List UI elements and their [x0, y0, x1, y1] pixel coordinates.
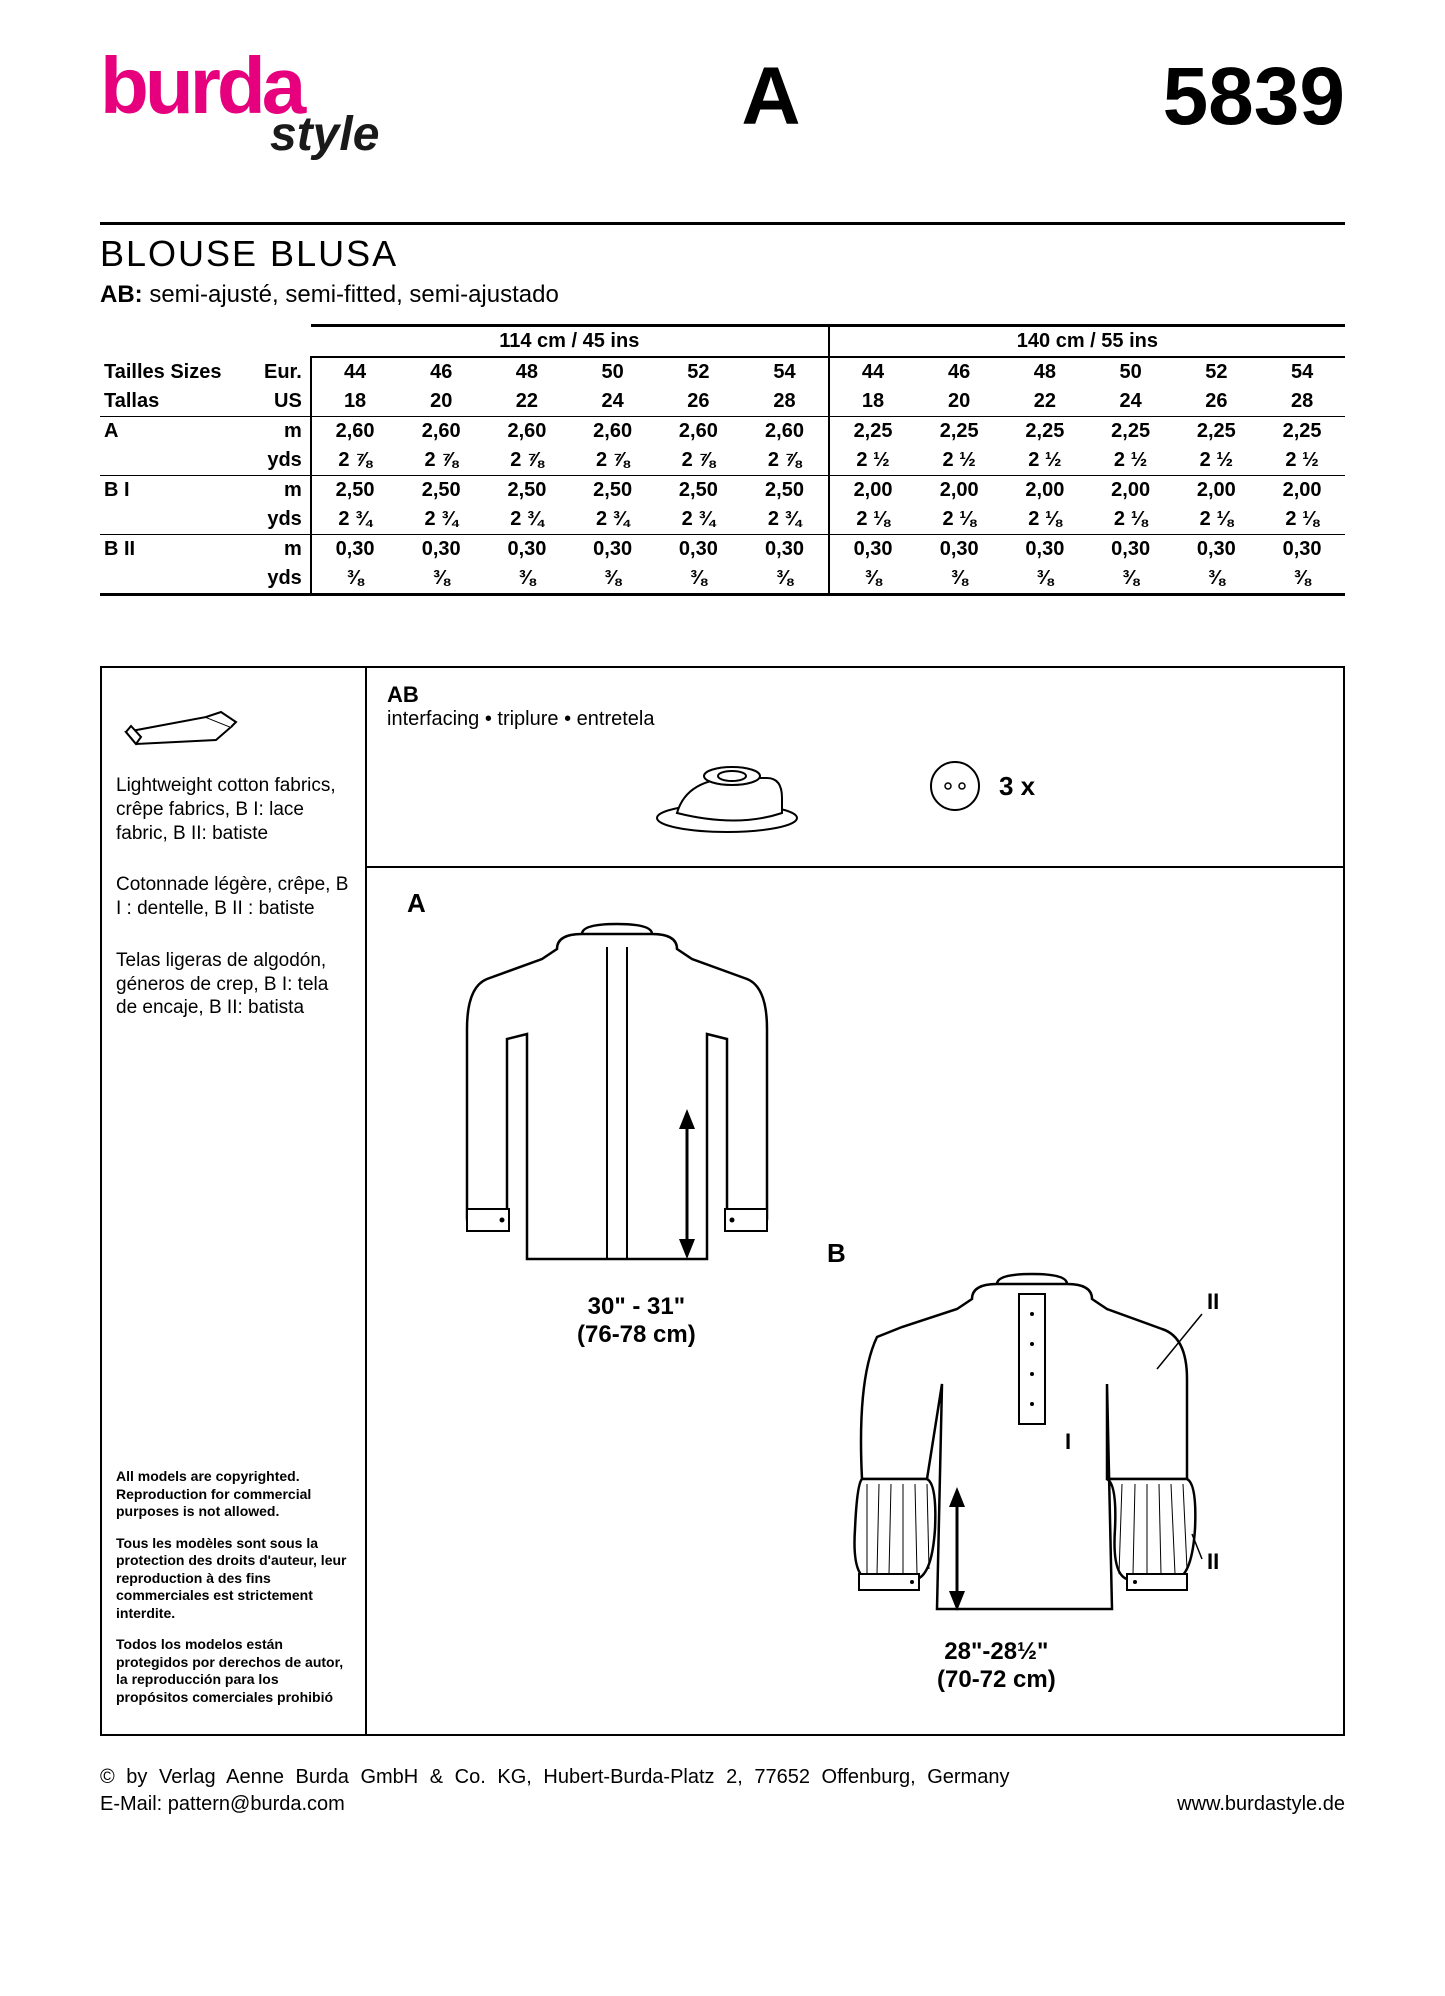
- roman-1: I: [1065, 1429, 1071, 1454]
- interfacing-row: AB interfacing • triplure • entretela 3 …: [367, 668, 1343, 868]
- interfacing-text: interfacing • triplure • entretela: [387, 708, 654, 730]
- fit-description: AB: semi-ajusté, semi-fitted, semi-ajust…: [100, 281, 1345, 309]
- fabric-width-1: 114 cm / 45 ins: [311, 326, 829, 358]
- roman-2-top: II: [1207, 1289, 1219, 1314]
- button-notation: 3 x: [927, 758, 1035, 814]
- eur-label: Eur.: [260, 357, 311, 387]
- sketch-a-measurement: 30" - 31" (76-78 cm): [577, 1293, 696, 1348]
- fit-prefix: AB:: [100, 281, 143, 308]
- footer-publisher: © by Verlag Aenne Burda GmbH & Co. KG, H…: [100, 1766, 1345, 1789]
- roman-2-bottom: II: [1207, 1549, 1219, 1574]
- sizes-label-1: Tailles Sizes: [100, 357, 260, 387]
- header: burda style A 5839: [100, 50, 1345, 162]
- title-area: BLOUSE BLUSA AB: semi-ajusté, semi-fitte…: [100, 222, 1345, 309]
- fabric-text-es: Telas ligeras de algodón, géneros de cre…: [116, 949, 351, 1020]
- right-column: AB interfacing • triplure • entretela 3 …: [367, 668, 1343, 1734]
- pattern-number: 5839: [1163, 50, 1345, 144]
- logo: burda style: [100, 50, 379, 162]
- fabric-text-fr: Cotonnade légère, crêpe, B I : dentelle,…: [116, 873, 351, 921]
- footer: © by Verlag Aenne Burda GmbH & Co. KG, H…: [100, 1766, 1345, 1816]
- copyright-block: All models are copyrighted.Reproduction …: [116, 1468, 351, 1720]
- garment-title: BLOUSE BLUSA: [100, 233, 1345, 275]
- button-icon: [927, 758, 983, 814]
- size-table: 114 cm / 45 ins 140 cm / 55 ins Tailles …: [100, 324, 1345, 596]
- us-label: US: [260, 387, 311, 417]
- logo-sub: style: [270, 107, 379, 162]
- sizes-label-2: Tallas: [100, 387, 260, 417]
- fit-text: semi-ajusté, semi-fitted, semi-ajustado: [143, 281, 559, 308]
- interfacing-label: AB: [387, 682, 419, 707]
- info-box: Lightweight cotton fabrics, crêpe fabric…: [100, 666, 1345, 1736]
- sketch-b: B: [807, 1238, 1287, 1664]
- sketches-area: A: [367, 868, 1343, 1734]
- footer-email: E-Mail: pattern@burda.com: [100, 1793, 345, 1816]
- fabric-column: Lightweight cotton fabrics, crêpe fabric…: [102, 668, 367, 1734]
- fabric-bolt-icon: [116, 682, 351, 758]
- sketch-b-measurement: 28"-28½" (70-72 cm): [937, 1638, 1056, 1693]
- sketch-a: A: [407, 888, 847, 1304]
- fabric-width-2: 140 cm / 55 ins: [829, 326, 1345, 358]
- fabric-text-en: Lightweight cotton fabrics, crêpe fabric…: [116, 774, 351, 845]
- button-count: 3 x: [999, 771, 1035, 802]
- sketch-a-label: A: [407, 888, 847, 919]
- sketch-b-label: B: [827, 1238, 1287, 1269]
- variant-letter: A: [741, 50, 800, 144]
- footer-url: www.burdastyle.de: [1177, 1793, 1345, 1816]
- iron-icon: [647, 758, 807, 844]
